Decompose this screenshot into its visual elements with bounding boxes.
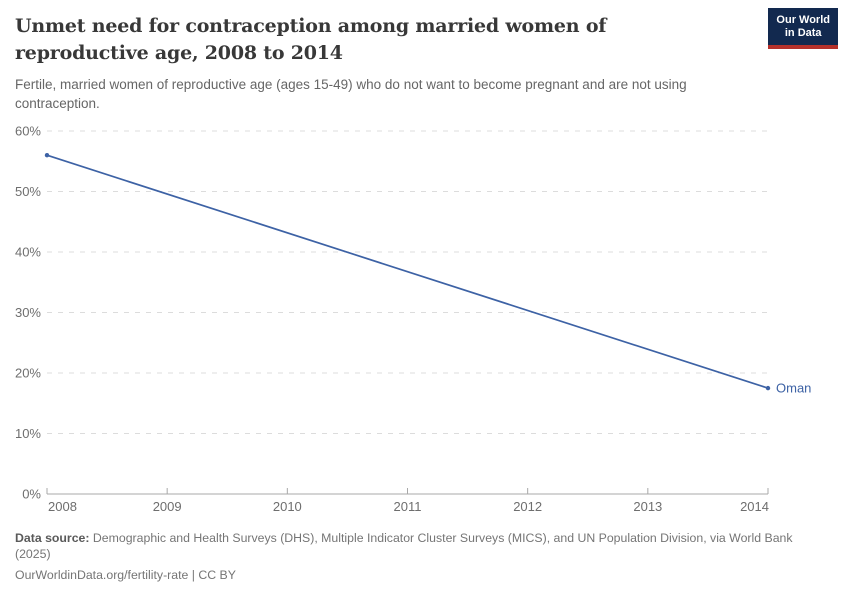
citation-link[interactable]: OurWorldinData.org/fertility-rate | CC B…: [15, 568, 236, 583]
x-tick-label: 2011: [394, 499, 422, 514]
chart-footer: Data source: Demographic and Health Surv…: [15, 531, 810, 584]
y-tick-label: 40%: [15, 245, 41, 260]
y-tick-label: 30%: [15, 305, 41, 320]
data-source-text: Demographic and Health Surveys (DHS), Mu…: [15, 531, 793, 561]
y-tick-label: 0%: [22, 487, 41, 502]
chart-subtitle: Fertile, married women of reproductive a…: [15, 77, 687, 111]
y-tick-label: 10%: [15, 426, 41, 441]
page-title: Unmet need for contraception among marri…: [15, 15, 607, 64]
data-source-line: Data source: Demographic and Health Surv…: [15, 531, 810, 562]
x-tick-label: 2013: [633, 499, 662, 514]
series-label[interactable]: Oman: [776, 381, 811, 396]
data-point[interactable]: [765, 385, 771, 391]
x-tick-label: 2012: [513, 499, 542, 514]
owid-logo[interactable]: Our World in Data: [768, 8, 838, 49]
data-source-label: Data source:: [15, 531, 90, 545]
x-tick-label: 2014: [740, 499, 769, 514]
y-tick-label: 20%: [15, 366, 41, 381]
y-tick-label: 60%: [15, 124, 41, 139]
data-line[interactable]: [46, 154, 769, 389]
owid-logo-line2: in Data: [784, 27, 822, 39]
x-tick-label: 2008: [48, 499, 77, 514]
chart-canvas[interactable]: 0% 10% 20% 30% 40% 50% 60% 2008 2009 2010 2011 2012…: [0, 0, 850, 530]
owid-logo-line1: Our World: [776, 14, 830, 26]
x-tick-label: 2010: [273, 499, 302, 514]
x-tick-label: 2009: [153, 499, 182, 514]
data-point[interactable]: [44, 153, 50, 158]
y-tick-label: 50%: [15, 184, 41, 199]
